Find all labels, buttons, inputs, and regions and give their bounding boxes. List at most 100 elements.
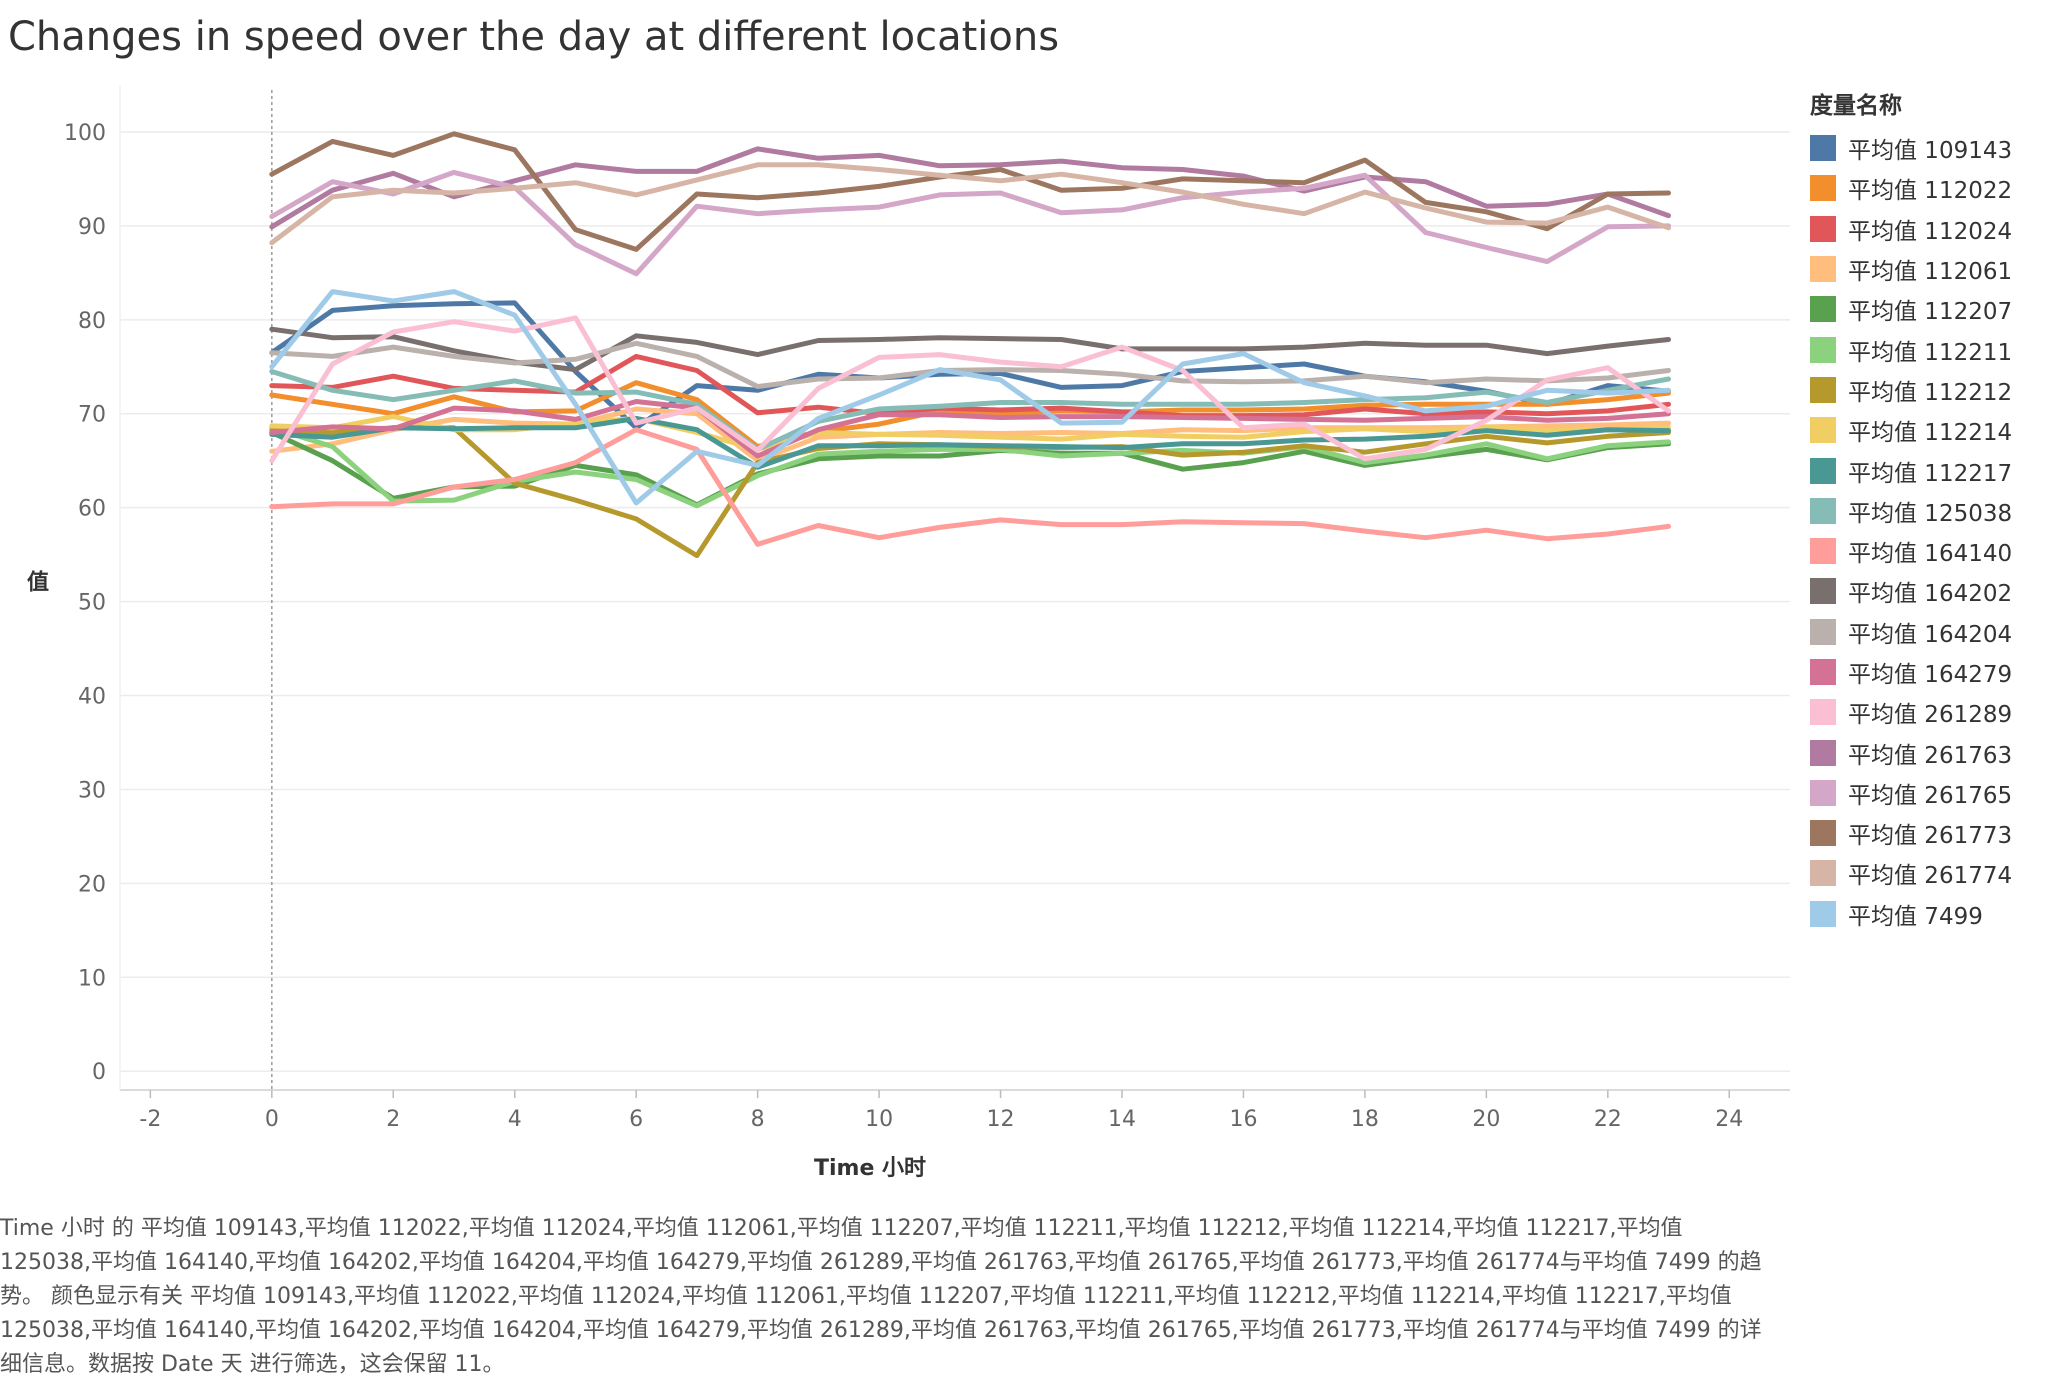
series-line[interactable] [269, 340, 1671, 389]
legend-items: 平均值 109143 平均值 112022 平均值 112024 平均值 112061… [1810, 128, 2060, 934]
legend-label: 平均值 125038 [1848, 500, 2013, 527]
x-tick-label: 16 [1229, 1107, 1257, 1132]
series-line[interactable] [269, 369, 1671, 452]
legend-swatch [1810, 739, 1836, 766]
legend-item[interactable]: 平均值 164202 [1810, 571, 2060, 611]
x-tick-label: 6 [629, 1107, 643, 1132]
y-tick-label: 80 [78, 309, 106, 334]
x-tick-label: 18 [1351, 1107, 1379, 1132]
y-tick-label: 0 [92, 1060, 106, 1085]
legend-label: 平均值 112217 [1848, 460, 2013, 487]
legend-item[interactable]: 平均值 112207 [1810, 289, 2060, 329]
legend-label: 平均值 261289 [1848, 702, 2013, 729]
x-tick-label: 10 [865, 1107, 893, 1132]
legend-item[interactable]: 平均值 112061 [1810, 249, 2060, 289]
x-axis-title: Time 小时 [814, 1156, 926, 1181]
legend-swatch [1810, 538, 1836, 565]
legend-item[interactable]: 平均值 164140 [1810, 531, 2060, 571]
legend-item[interactable]: 平均值 7499 [1810, 894, 2060, 934]
legend-label: 平均值 164140 [1848, 541, 2013, 568]
x-tick-label: 12 [987, 1107, 1015, 1132]
legend-swatch [1810, 900, 1836, 927]
legend-label: 平均值 109143 [1848, 138, 2013, 165]
legend-swatch [1810, 215, 1836, 242]
legend-item[interactable]: 平均值 261774 [1810, 853, 2060, 893]
x-tick-label: 2 [386, 1107, 400, 1132]
legend-swatch [1810, 256, 1836, 283]
legend-item[interactable]: 平均值 112024 [1810, 209, 2060, 249]
y-tick-label: 50 [78, 591, 106, 616]
legend-swatch [1810, 457, 1836, 484]
legend-label: 平均值 261765 [1848, 782, 2013, 809]
x-tick-label: 14 [1108, 1107, 1136, 1132]
chart-caption: Time 小时 的 平均值 109143,平均值 112022,平均值 1120… [0, 1216, 1762, 1377]
legend-swatch [1810, 618, 1836, 645]
legend-item[interactable]: 平均值 112217 [1810, 450, 2060, 490]
legend-label: 平均值 112022 [1848, 178, 2013, 205]
gridlines [120, 131, 1790, 1072]
x-tick-label: 24 [1715, 1107, 1743, 1132]
series-line[interactable] [269, 315, 1671, 464]
y-axis-title: 值 [27, 570, 49, 596]
legend-item[interactable]: 平均值 261773 [1810, 813, 2060, 853]
y-tick-label: 60 [78, 497, 106, 522]
x-tick-label: 0 [265, 1107, 279, 1132]
y-tick-label: 30 [78, 778, 106, 803]
y-tick-label: 70 [78, 403, 106, 428]
series-line[interactable] [269, 289, 1671, 506]
legend-swatch [1810, 417, 1836, 444]
legend-label: 平均值 112061 [1848, 259, 2013, 286]
legend-item[interactable]: 平均值 125038 [1810, 491, 2060, 531]
series-lines [269, 131, 1671, 559]
series-line[interactable] [269, 162, 1671, 246]
legend-swatch [1810, 860, 1836, 887]
legend-label: 平均值 164202 [1848, 581, 2013, 608]
legend-label: 平均值 112212 [1848, 379, 2013, 406]
legend-swatch [1810, 578, 1836, 605]
legend-item[interactable]: 平均值 109143 [1810, 128, 2060, 168]
legend-item[interactable]: 平均值 164279 [1810, 652, 2060, 692]
legend-swatch [1810, 779, 1836, 806]
legend-label: 平均值 112207 [1848, 299, 2013, 326]
y-tick-label: 20 [78, 872, 106, 897]
legend-item[interactable]: 平均值 261765 [1810, 773, 2060, 813]
legend-item[interactable]: 平均值 261289 [1810, 692, 2060, 732]
x-tick-label: 8 [751, 1107, 765, 1132]
legend-label: 平均值 112214 [1848, 420, 2013, 447]
legend: 度量名称 平均值 109143 平均值 112022 平均值 112024 平均值 1… [1810, 92, 2060, 934]
legend-label: 平均值 7499 [1848, 903, 1983, 930]
legend-item[interactable]: 平均值 112212 [1810, 370, 2060, 410]
legend-label: 平均值 261773 [1848, 823, 2013, 850]
legend-title: 度量名称 [1810, 93, 1902, 119]
y-tick-label: 10 [78, 966, 106, 991]
legend-swatch [1810, 376, 1836, 403]
legend-swatch [1810, 497, 1836, 524]
legend-swatch [1810, 659, 1836, 685]
series-line[interactable] [269, 399, 1671, 459]
series-line[interactable] [269, 326, 1671, 373]
series-line[interactable] [269, 425, 1671, 509]
series-line[interactable] [269, 415, 1671, 470]
legend-item[interactable]: 平均值 112214 [1810, 410, 2060, 450]
series-line[interactable] [269, 353, 1671, 419]
legend-item[interactable]: 平均值 112211 [1810, 329, 2060, 369]
x-tick-label: 20 [1472, 1107, 1500, 1132]
series-line[interactable] [269, 131, 1671, 252]
series-line[interactable] [269, 427, 1671, 547]
x-tick-label: -2 [139, 1107, 161, 1132]
y-tick-label: 100 [64, 121, 106, 146]
x-tick-label: 22 [1594, 1107, 1622, 1132]
legend-swatch [1810, 296, 1836, 323]
series-line[interactable] [269, 169, 1671, 277]
legend-label: 平均值 164204 [1848, 621, 2013, 648]
legend-item[interactable]: 平均值 261763 [1810, 732, 2060, 772]
series-line[interactable] [269, 406, 1671, 464]
legend-swatch [1810, 175, 1836, 202]
legend-item[interactable]: 平均值 164204 [1810, 612, 2060, 652]
legend-item[interactable]: 平均值 112022 [1810, 168, 2060, 208]
legend-label: 平均值 261774 [1848, 863, 2013, 890]
legend-swatch [1810, 820, 1836, 847]
chart-title: Changes in speed over the day at differe… [8, 14, 1060, 60]
